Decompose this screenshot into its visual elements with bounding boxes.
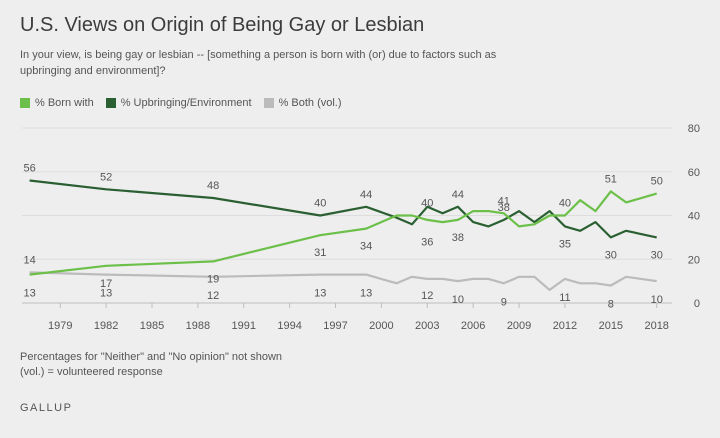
- footnote-vol-note: (vol.) = volunteered response: [20, 366, 163, 378]
- data-label-upbringing: 40: [421, 198, 433, 210]
- data-label-upbringing: 30: [651, 249, 663, 261]
- data-label-both: 9: [501, 296, 507, 308]
- data-label-both: 12: [207, 290, 219, 302]
- data-label-both: 13: [24, 288, 36, 300]
- footnote-neither-note: Percentages for "Neither" and "No opinio…: [20, 351, 283, 363]
- data-label-upbringing: 30: [605, 249, 617, 261]
- x-tick-label: 1988: [186, 320, 210, 332]
- chart-subtitle: In your view, is being gay or lesbian --…: [20, 49, 497, 77]
- data-label-born-with: 19: [207, 273, 219, 285]
- data-label-born-with: 38: [452, 232, 464, 244]
- x-tick-label: 2000: [369, 320, 393, 332]
- x-tick-label: 1991: [232, 320, 256, 332]
- data-label-upbringing: 44: [452, 189, 464, 201]
- x-tick-label: 1985: [140, 320, 164, 332]
- legend-label-upbringing: % Upbringing/Environment: [120, 97, 252, 109]
- legend-item-both: % Both (vol.): [263, 97, 342, 109]
- x-tick-label: 2009: [507, 320, 531, 332]
- x-tick-label: 1994: [277, 320, 301, 332]
- x-tick-label: 2006: [461, 320, 485, 332]
- data-label-upbringing: 48: [207, 180, 219, 192]
- legend-label-both: % Both (vol.): [278, 97, 342, 109]
- data-label-born-with: 51: [605, 173, 617, 185]
- series-line-both: [29, 271, 657, 291]
- x-tick-label: 2012: [553, 320, 577, 332]
- x-tick-label: 2003: [415, 320, 439, 332]
- series-line-upbringing: [29, 179, 657, 239]
- data-label-upbringing: 44: [360, 189, 372, 201]
- data-label-born-with: 34: [360, 241, 372, 253]
- chart-legend: % Born with % Upbringing/Environment % B…: [20, 97, 354, 109]
- y-tick-label: 20: [688, 254, 700, 266]
- data-label-both: 10: [452, 294, 464, 306]
- gallup-logo: GALLUP: [20, 402, 73, 414]
- data-label-born-with: 17: [100, 278, 112, 290]
- x-tick-label: 1997: [323, 320, 347, 332]
- legend-item-born-with: % Born with: [20, 97, 94, 109]
- legend-swatch-upbringing: [105, 98, 116, 108]
- data-label-born-with: 14: [24, 254, 36, 266]
- y-tick-label: 40: [688, 211, 700, 223]
- data-label-born-with: 36: [421, 236, 433, 248]
- data-label-upbringing: 35: [559, 238, 571, 250]
- legend-label-born-with: % Born with: [35, 97, 94, 109]
- chart-title: U.S. Views on Origin of Being Gay or Les…: [20, 14, 425, 36]
- data-label-upbringing: 56: [24, 163, 36, 175]
- data-label-born-with: 50: [651, 176, 663, 188]
- x-tick-label: 2018: [644, 320, 668, 332]
- x-tick-label: 2015: [599, 320, 623, 332]
- footnote: Percentages for "Neither" and "No opinio…: [20, 350, 282, 380]
- data-label-both: 13: [100, 288, 112, 300]
- data-label-born-with: 31: [314, 247, 326, 259]
- legend-item-upbringing: % Upbringing/Environment: [105, 97, 252, 109]
- data-label-upbringing: 40: [314, 198, 326, 210]
- data-label-upbringing: 40: [559, 198, 571, 210]
- data-label-both: 13: [314, 288, 326, 300]
- data-label-upbringing: 52: [100, 171, 112, 183]
- data-label-upbringing: 41: [498, 195, 510, 207]
- data-label-both: 13: [360, 288, 372, 300]
- data-label-both: 11: [559, 292, 570, 304]
- data-label-both: 8: [608, 299, 614, 311]
- x-tick-label: 1979: [48, 320, 72, 332]
- y-tick-label: 0: [694, 298, 700, 310]
- series-line-born-with: [29, 190, 658, 276]
- data-label-born-with: 38: [498, 202, 510, 214]
- legend-swatch-both: [263, 98, 274, 108]
- data-label-both: 10: [651, 294, 663, 306]
- y-tick-label: 80: [688, 123, 700, 135]
- legend-swatch-born-with: [20, 98, 30, 108]
- y-tick-label: 60: [688, 167, 700, 179]
- x-tick-label: 1982: [94, 320, 118, 332]
- data-label-both: 12: [421, 290, 433, 302]
